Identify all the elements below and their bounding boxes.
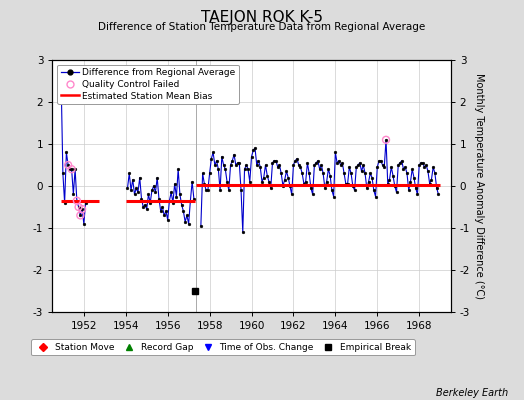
Point bbox=[382, 137, 390, 143]
Legend: Difference from Regional Average, Quality Control Failed, Estimated Station Mean: Difference from Regional Average, Qualit… bbox=[57, 64, 239, 104]
Point bbox=[76, 212, 84, 218]
Text: TAEJON ROK K-5: TAEJON ROK K-5 bbox=[201, 10, 323, 25]
Legend: Station Move, Record Gap, Time of Obs. Change, Empirical Break: Station Move, Record Gap, Time of Obs. C… bbox=[31, 339, 414, 356]
Text: Difference of Station Temperature Data from Regional Average: Difference of Station Temperature Data f… bbox=[99, 22, 425, 32]
Text: Berkeley Earth: Berkeley Earth bbox=[436, 388, 508, 398]
Point bbox=[68, 166, 76, 172]
Point bbox=[73, 198, 81, 204]
Point bbox=[74, 204, 83, 210]
Y-axis label: Monthly Temperature Anomaly Difference (°C): Monthly Temperature Anomaly Difference (… bbox=[474, 73, 484, 299]
Point bbox=[78, 206, 86, 212]
Point bbox=[64, 162, 72, 168]
